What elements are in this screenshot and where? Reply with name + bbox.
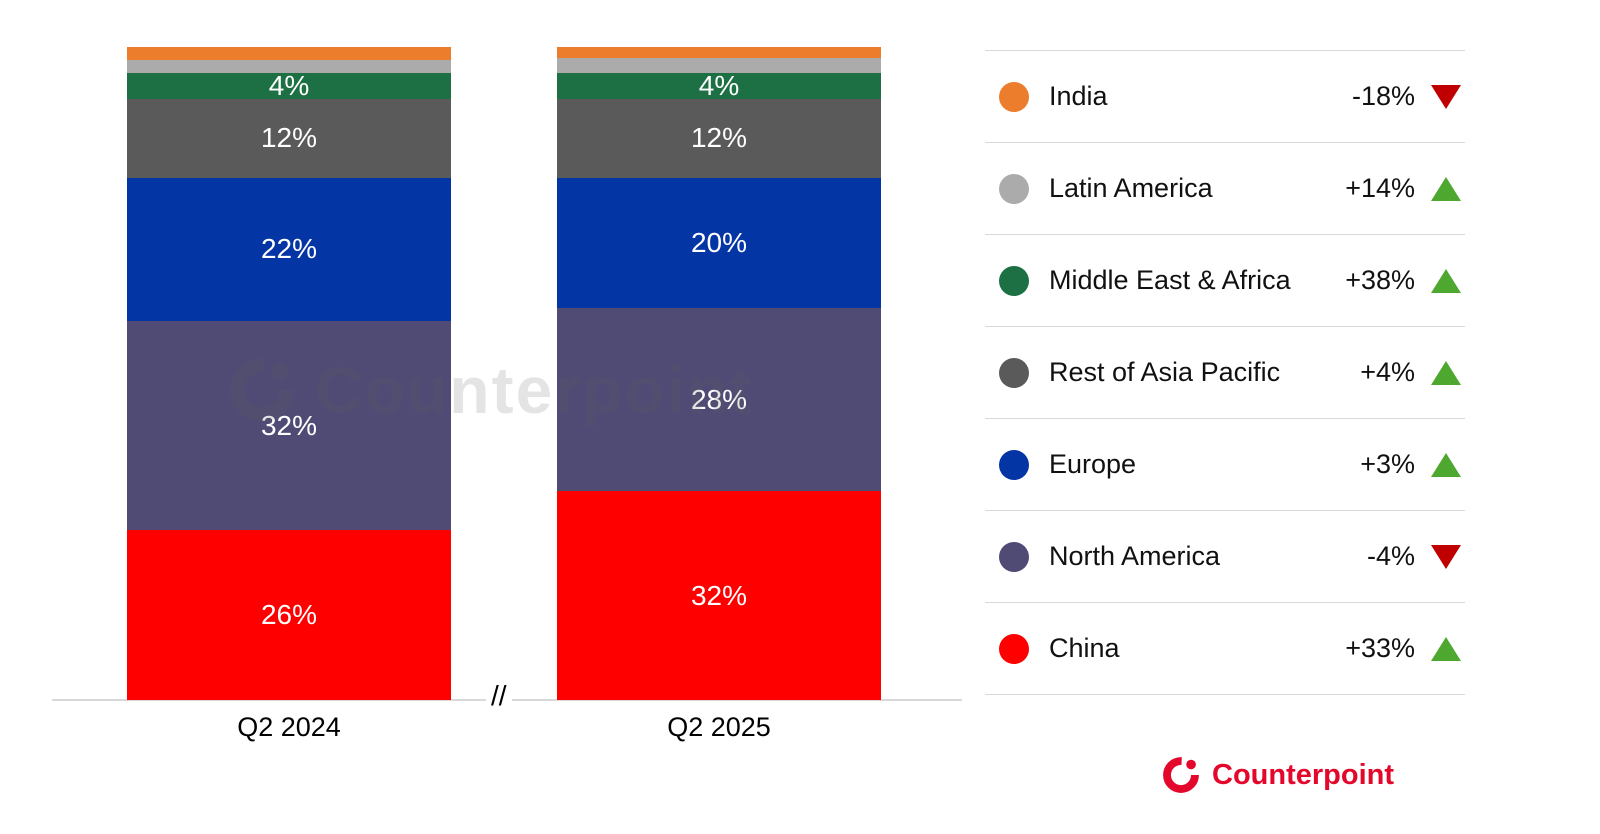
trend-up-icon [1431, 452, 1461, 477]
segment-value-label: 32% [690, 579, 748, 611]
segment-value-label: 28% [690, 383, 748, 415]
legend-label: Latin America [1049, 173, 1213, 203]
segment-q2-2024-rest-of-asia-pacific: 12% [127, 99, 451, 178]
legend-swatch-china [999, 633, 1029, 664]
segment-q2-2025-europe: 20% [557, 177, 881, 309]
counterpoint-logo-text: Counterpoint [1212, 758, 1395, 791]
counterpoint-logo: Counterpoint [1160, 754, 1394, 796]
legend-label: India [1049, 81, 1108, 111]
counterpoint-logo-icon [1163, 757, 1199, 793]
bar-q2-2025: 32% 28% 20% 12% 4% [557, 47, 881, 700]
legend-change-value: +38% [1345, 265, 1415, 295]
segment-value-label: 32% [260, 409, 318, 441]
segment-value-label: 20% [690, 226, 748, 258]
legend-label: Europe [1049, 449, 1137, 479]
trend-up-icon [1431, 176, 1461, 201]
segment-q2-2025-china: 32% [557, 491, 881, 700]
legend-swatch-latin-america [999, 173, 1029, 204]
segment-q2-2024-middle-east-africa: 4% [127, 73, 451, 100]
legend-swatch-europe [999, 449, 1029, 480]
segment-q2-2024-europe: 22% [127, 177, 451, 322]
axis-break-symbol: // [486, 680, 512, 712]
segment-q2-2025-middle-east-africa: 4% [557, 73, 881, 100]
legend-change-value: +33% [1345, 633, 1415, 663]
segment-q2-2025-rest-of-asia-pacific: 12% [557, 99, 881, 178]
segment-value-label: 12% [260, 122, 318, 154]
legend-row-north-america: North America -4% [985, 511, 1465, 603]
legend-change-value: +3% [1360, 449, 1415, 479]
legend-change-value: -4% [1366, 541, 1415, 571]
segment-q2-2024-north-america: 32% [127, 321, 451, 531]
legend-label: Middle East & Africa [1049, 265, 1291, 295]
segment-q2-2024-india [127, 46, 451, 60]
legend-change-value: -18% [1351, 81, 1415, 111]
legend-row-latin-america: Latin America +14% [985, 143, 1465, 235]
legend-label: China [1049, 633, 1120, 663]
trend-up-icon [1431, 268, 1461, 293]
trend-down-icon [1431, 84, 1461, 109]
x-axis-label-q2-2024: Q2 2024 [237, 712, 341, 742]
legend-row-china: China +33% [985, 603, 1465, 695]
legend-change-value: +14% [1345, 173, 1415, 203]
legend-change-value: +4% [1360, 357, 1415, 387]
segment-value-label: 12% [690, 122, 748, 154]
legend-row-europe: Europe +3% [985, 419, 1465, 511]
segment-q2-2024-latin-america [127, 59, 451, 74]
legend: India -18% Latin America +14% Middle East & … [985, 50, 1465, 695]
bar-q2-2024: 26% 32% 22% 12% 4% [127, 46, 451, 700]
legend-swatch-india [999, 81, 1029, 112]
segment-value-label: 4% [698, 73, 740, 100]
legend-row-india: India -18% [985, 51, 1465, 143]
legend-label: North America [1049, 541, 1221, 571]
legend-swatch-north-america [999, 541, 1029, 572]
x-axis-label-q2-2025: Q2 2025 [667, 712, 771, 742]
segment-q2-2025-latin-america [557, 58, 881, 74]
segment-q2-2024-china: 26% [127, 530, 451, 700]
trend-up-icon [1431, 360, 1461, 385]
legend-row-middle-east-africa: Middle East & Africa +38% [985, 235, 1465, 327]
legend-label: Rest of Asia Pacific [1049, 357, 1281, 387]
segment-value-label: 4% [268, 73, 310, 100]
segment-value-label: 26% [260, 599, 318, 631]
segment-q2-2025-india [557, 47, 881, 59]
segment-value-label: 22% [260, 233, 318, 265]
trend-up-icon [1431, 636, 1461, 661]
legend-row-rest-of-asia-pacific: Rest of Asia Pacific +4% [985, 327, 1465, 419]
legend-swatch-middle-east-africa [999, 265, 1029, 296]
trend-down-icon [1431, 544, 1461, 569]
segment-q2-2025-north-america: 28% [557, 308, 881, 491]
legend-swatch-rest-of-asia-pacific [999, 357, 1029, 388]
